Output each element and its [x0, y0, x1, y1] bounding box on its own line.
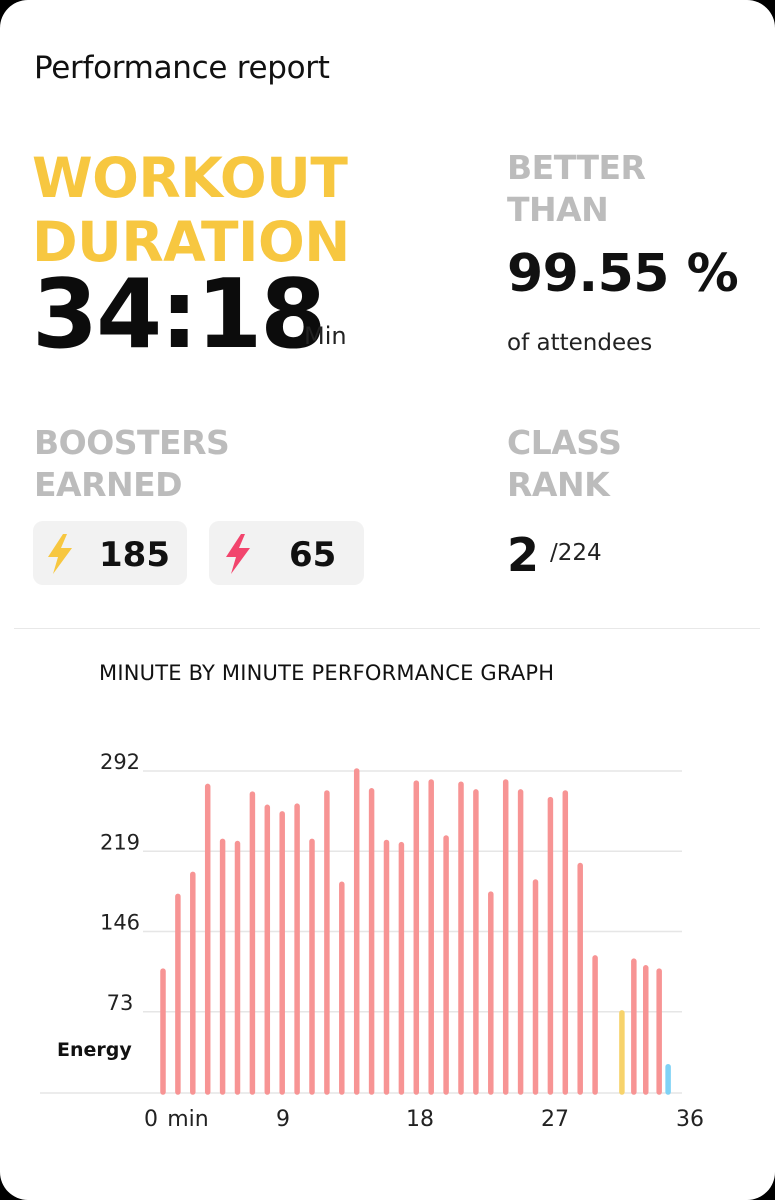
rank-label-line1: CLASS [507, 423, 622, 462]
x-unit-label: min [167, 1107, 209, 1132]
boosters-earned-label: BOOSTERS EARNED [34, 422, 230, 506]
y-tick-label: 146 [100, 911, 140, 935]
performance-bar-chart: 292 219 146 73 0 9 18 27 36 min [40, 750, 704, 1132]
workout-label-line2: DURATION [32, 210, 350, 274]
x-tick-label: 27 [541, 1107, 569, 1132]
booster-count-pink: 65 [289, 535, 337, 575]
better-than-subtext: of attendees [507, 330, 653, 356]
class-rank-value: 2 [507, 528, 540, 582]
booster-count-yellow: 185 [99, 535, 170, 575]
x-tick-label: 0 [144, 1107, 158, 1132]
page-title: Performance report [34, 50, 330, 86]
graph-title: MINUTE BY MINUTE PERFORMANCE GRAPH [99, 661, 555, 685]
lightning-bolt-icon [226, 534, 250, 574]
class-rank-label: CLASS RANK [507, 422, 622, 506]
workout-duration-unit: Min [304, 322, 347, 350]
energy-axis-label: Energy [57, 1039, 132, 1061]
x-tick-label: 36 [676, 1107, 704, 1132]
x-tick-label: 9 [276, 1107, 290, 1132]
workout-duration-label: WORKOUT DURATION [32, 146, 350, 274]
y-tick-label: 219 [100, 830, 140, 854]
better-label-line2: THAN [507, 190, 609, 229]
rank-label-line2: RANK [507, 465, 610, 504]
boosters-label-line1: BOOSTERS [34, 423, 230, 462]
workout-label-line1: WORKOUT [32, 146, 348, 210]
booster-chip-pink: 65 [209, 521, 364, 585]
x-tick-label: 18 [406, 1107, 434, 1132]
lightning-bolt-icon [48, 534, 72, 574]
y-tick-label: 73 [107, 991, 134, 1015]
better-than-label: BETTER THAN [507, 147, 646, 231]
boosters-label-line2: EARNED [34, 465, 183, 504]
booster-chip-yellow: 185 [33, 521, 187, 585]
class-rank-total: /224 [550, 540, 602, 566]
section-divider [14, 628, 760, 629]
better-label-line1: BETTER [507, 148, 646, 187]
better-than-value: 99.55 % [507, 244, 739, 304]
y-tick-label: 292 [100, 750, 140, 774]
workout-duration-value: 34:18 [32, 260, 326, 370]
